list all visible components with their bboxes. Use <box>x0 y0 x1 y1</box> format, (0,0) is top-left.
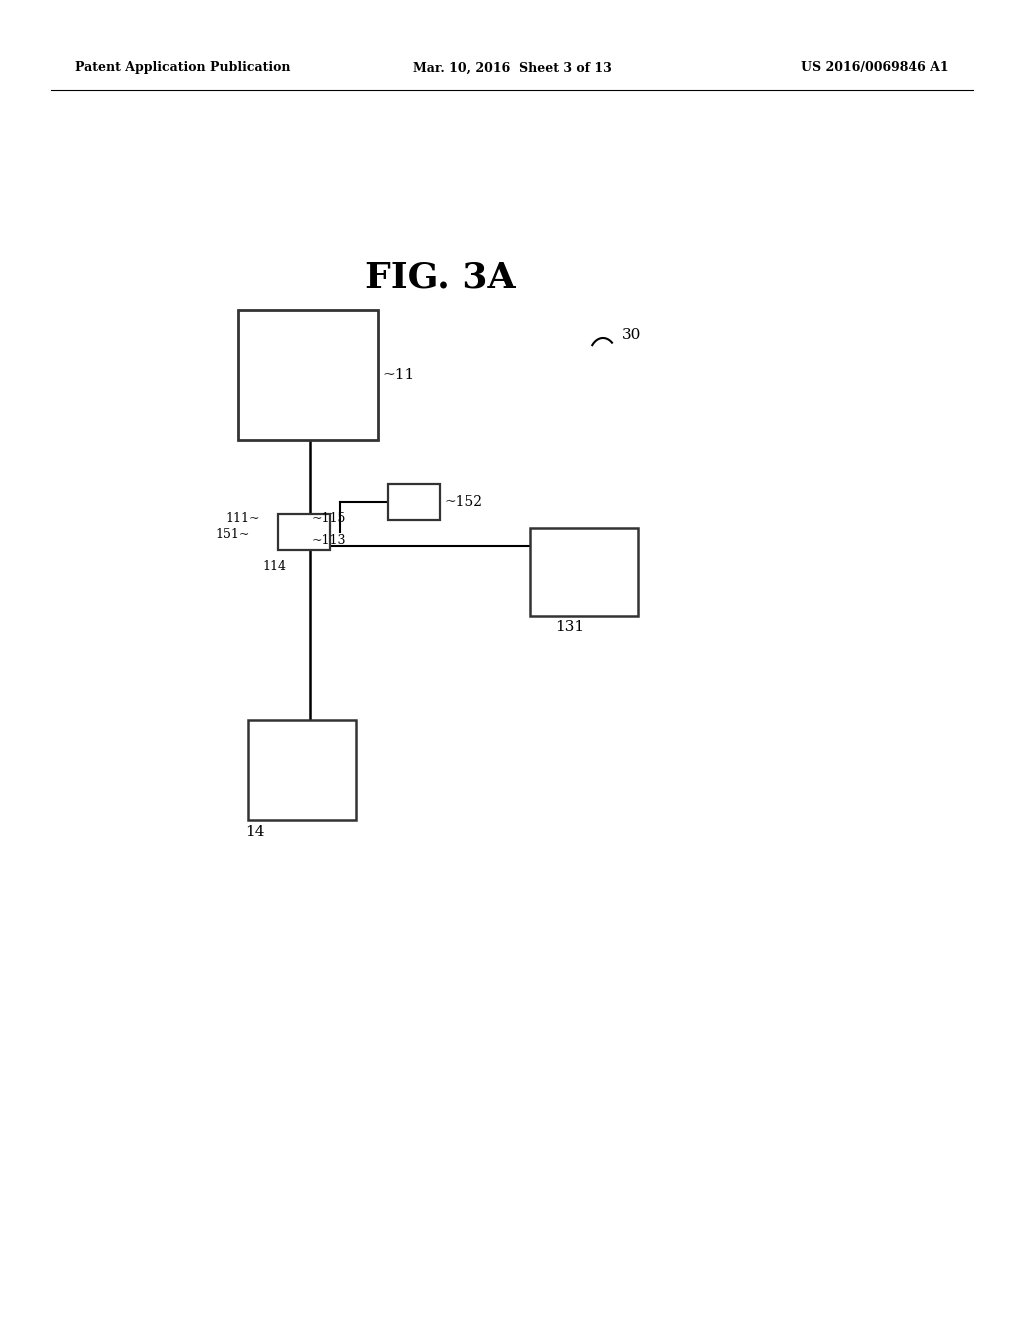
Text: 114: 114 <box>262 560 286 573</box>
Bar <box>530 528 638 616</box>
Text: ~115: ~115 <box>312 511 346 524</box>
Text: ~11: ~11 <box>382 368 415 381</box>
Bar <box>388 484 440 520</box>
Bar <box>278 513 330 550</box>
Text: Patent Application Publication: Patent Application Publication <box>75 62 291 74</box>
Text: US 2016/0069846 A1: US 2016/0069846 A1 <box>802 62 949 74</box>
Text: FIG. 3A: FIG. 3A <box>365 261 515 294</box>
Text: 151~: 151~ <box>216 528 250 541</box>
Text: Mar. 10, 2016  Sheet 3 of 13: Mar. 10, 2016 Sheet 3 of 13 <box>413 62 611 74</box>
Bar <box>248 719 356 820</box>
Text: ~152: ~152 <box>444 495 482 510</box>
Text: 14: 14 <box>246 825 265 840</box>
Text: 131: 131 <box>555 620 585 634</box>
Text: 30: 30 <box>622 327 641 342</box>
Text: 111~: 111~ <box>225 511 260 524</box>
Text: ~113: ~113 <box>312 533 346 546</box>
Bar <box>238 310 378 440</box>
